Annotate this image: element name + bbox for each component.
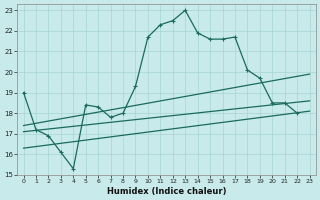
X-axis label: Humidex (Indice chaleur): Humidex (Indice chaleur): [107, 187, 226, 196]
